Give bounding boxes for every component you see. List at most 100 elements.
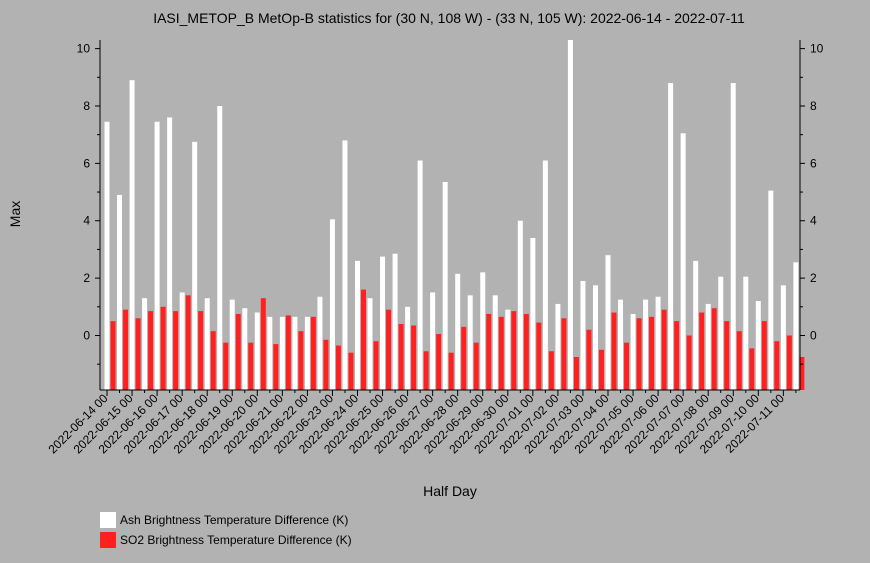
- so2-bar: [323, 339, 329, 390]
- ash-bar: [793, 262, 799, 390]
- so2-bar: [724, 321, 730, 390]
- ash-bar: [718, 276, 724, 390]
- so2-bar: [398, 324, 404, 390]
- ash-bar: [380, 256, 386, 390]
- so2-bar: [473, 342, 479, 390]
- y-tick-label-right: 10: [810, 42, 824, 56]
- so2-bar: [674, 321, 680, 390]
- x-axis-label: Half Day: [423, 483, 477, 499]
- so2-bar: [273, 344, 279, 390]
- ash-bar: [605, 255, 611, 390]
- ash-bar: [768, 190, 774, 390]
- so2-bar: [636, 318, 642, 390]
- ash-bar: [179, 292, 185, 390]
- so2-bar: [586, 329, 592, 390]
- ash-bar: [618, 299, 624, 390]
- y-tick-label-right: 4: [810, 214, 817, 228]
- ash-bar: [279, 316, 285, 390]
- y-tick-label-left: 6: [83, 156, 90, 170]
- ash-bar: [117, 194, 123, 390]
- ash-bar: [192, 141, 198, 390]
- so2-bar: [373, 341, 379, 390]
- bars-group: [104, 40, 805, 391]
- ash-bar: [530, 237, 536, 390]
- so2-bar: [598, 349, 604, 390]
- ash-bar: [242, 308, 248, 390]
- ash-bar: [755, 301, 761, 390]
- so2-bar: [699, 312, 705, 390]
- y-tick-label-left: 2: [83, 271, 90, 285]
- so2-bar: [536, 322, 542, 390]
- ash-bar: [580, 280, 586, 390]
- y-tick-label-left: 0: [83, 328, 90, 342]
- ash-bar: [292, 316, 298, 390]
- ash-bar: [442, 182, 448, 390]
- ash-bar: [104, 121, 110, 390]
- legend-label-ash: Ash Brightness Temperature Difference (K…: [120, 513, 348, 527]
- so2-bar: [361, 289, 366, 390]
- ash-bar: [730, 83, 736, 391]
- ash-bar: [342, 140, 348, 390]
- so2-bar: [761, 321, 767, 390]
- ash-bar: [505, 309, 511, 390]
- ash-bar: [680, 133, 686, 390]
- so2-bar: [160, 306, 166, 390]
- ash-bar: [743, 276, 749, 390]
- so2-bar: [649, 316, 655, 390]
- ash-bar: [355, 260, 360, 390]
- ash-bar: [668, 83, 674, 391]
- so2-bar: [561, 318, 567, 390]
- y-tick-label-right: 8: [810, 99, 817, 113]
- ash-bar: [329, 219, 335, 390]
- so2-bar: [711, 308, 717, 390]
- ash-bar: [129, 80, 135, 390]
- so2-bar: [423, 351, 429, 390]
- so2-bar: [686, 335, 692, 390]
- so2-bar: [335, 345, 341, 390]
- legend: Ash Brightness Temperature Difference (K…: [100, 512, 352, 548]
- so2-bar: [173, 311, 179, 390]
- so2-bar: [135, 318, 141, 390]
- ash-bar: [229, 299, 235, 390]
- y-tick-label-right: 2: [810, 271, 817, 285]
- so2-bar: [235, 313, 241, 390]
- so2-bar: [611, 312, 617, 390]
- ash-bar: [492, 295, 498, 390]
- legend-swatch-ash: [100, 512, 116, 528]
- ash-bar: [555, 303, 561, 390]
- so2-bar: [799, 357, 805, 390]
- so2-bar: [310, 316, 316, 390]
- ash-bar: [630, 313, 636, 390]
- so2-bar: [210, 331, 216, 390]
- ash-bar: [154, 121, 160, 390]
- so2-bar: [461, 326, 467, 390]
- so2-bar: [624, 342, 630, 390]
- y-tick-label-left: 10: [77, 42, 91, 56]
- ash-bar: [304, 316, 310, 390]
- ash-bar: [167, 117, 173, 390]
- chart-title: IASI_METOP_B MetOp-B statistics for (30 …: [153, 10, 745, 26]
- legend-swatch-so2: [100, 532, 116, 548]
- ash-bar: [317, 296, 323, 390]
- legend-label-so2: SO2 Brightness Temperature Difference (K…: [120, 533, 352, 547]
- ash-bar: [542, 160, 548, 390]
- so2-bar: [573, 357, 579, 390]
- so2-bar: [248, 342, 254, 390]
- ash-bar: [643, 299, 649, 390]
- ash-bar: [480, 272, 486, 390]
- so2-bar: [523, 313, 529, 390]
- ash-bar: [267, 316, 273, 390]
- ash-bar: [142, 298, 148, 390]
- so2-bar: [486, 313, 492, 390]
- so2-bar: [511, 311, 517, 390]
- so2-bar: [260, 298, 266, 390]
- y-axis-label: Max: [7, 201, 23, 227]
- ash-bar: [705, 303, 711, 390]
- so2-bar: [749, 348, 755, 390]
- so2-bar: [223, 342, 229, 390]
- ash-bar: [693, 260, 699, 390]
- so2-bar: [198, 311, 204, 390]
- y-tick-label-left: 8: [83, 99, 90, 113]
